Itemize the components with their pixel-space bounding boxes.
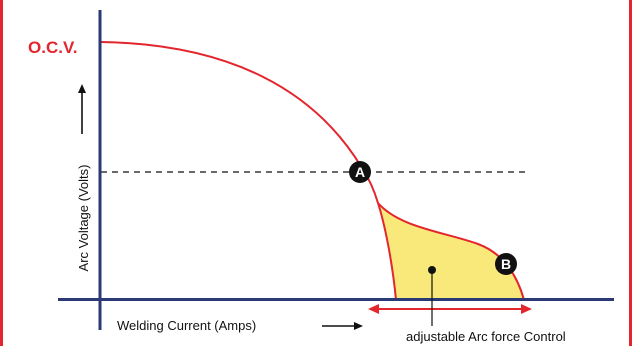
y-arrow-head-icon xyxy=(78,84,86,93)
point-a-label: A xyxy=(355,164,365,180)
x-axis-label: Welding Current (Amps) xyxy=(117,318,256,333)
point-b-label: B xyxy=(501,256,511,272)
point-a-marker xyxy=(349,161,371,183)
range-arrow-left-head-icon xyxy=(368,304,379,314)
arc-force-area xyxy=(378,203,524,300)
point-b-marker xyxy=(495,253,517,275)
arc-force-curve xyxy=(377,202,525,301)
x-arrow-head-icon xyxy=(354,322,363,330)
range-label: adjustable Arc force Control xyxy=(406,329,566,344)
area-pointer-dot xyxy=(428,266,436,274)
range-arrow-right-head-icon xyxy=(521,304,532,314)
y-axis-label: Arc Voltage (Volts) xyxy=(76,165,91,272)
ocv-label: O.C.V. xyxy=(28,38,77,57)
